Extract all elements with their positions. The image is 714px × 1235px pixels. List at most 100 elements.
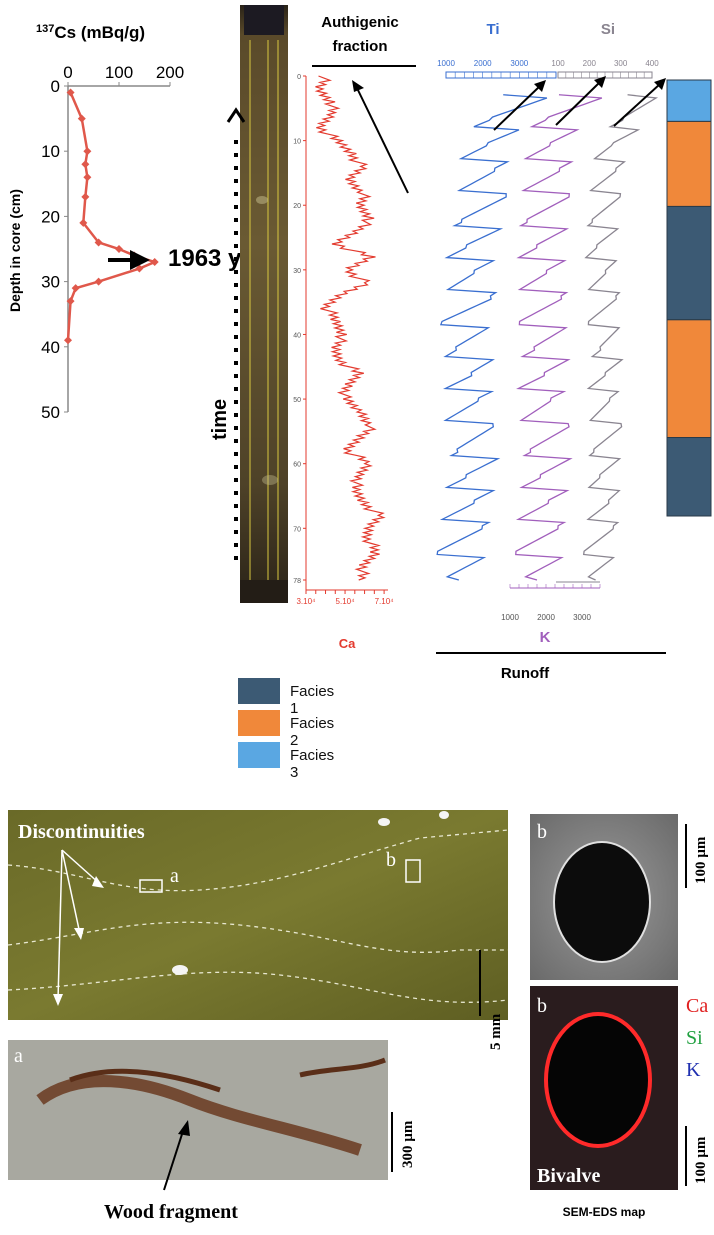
eds-k: K bbox=[686, 1059, 701, 1081]
series-line-k bbox=[515, 94, 603, 581]
facies-block bbox=[666, 437, 712, 517]
inset-box-b bbox=[405, 859, 421, 883]
discontinuities-label: Discontinuities bbox=[18, 821, 145, 843]
ca-x-tick-label: 5.10⁴ bbox=[336, 597, 356, 606]
ca-arrow-head bbox=[352, 80, 364, 92]
cs-y-tick-label: 0 bbox=[51, 77, 60, 96]
label-a: a bbox=[170, 865, 179, 887]
time-dot bbox=[234, 452, 238, 456]
cs-point bbox=[115, 245, 123, 253]
cs-point bbox=[81, 160, 90, 169]
time-dot bbox=[234, 413, 238, 417]
legend-swatch bbox=[238, 678, 280, 704]
wood-label: Wood fragment bbox=[104, 1201, 238, 1223]
tks-axes: 1000 2000 3000 100 200 300 400 1000 2000 3000 bbox=[437, 59, 659, 622]
ca-x-tick-label: 3.10⁴ bbox=[296, 597, 316, 606]
scale-b-top: 100 µm bbox=[693, 836, 709, 884]
time-dot bbox=[234, 478, 238, 482]
facies-column bbox=[666, 79, 712, 517]
thin-section-main: a b Discontinuities 5 mm bbox=[7, 810, 509, 1050]
time-dot bbox=[234, 218, 238, 222]
cs-title-main: Cs (mBq/g) bbox=[54, 23, 145, 42]
bivalve-label: Bivalve bbox=[537, 1165, 600, 1187]
cs-y-tick-label: 30 bbox=[41, 273, 60, 292]
runoff-label: Runoff bbox=[501, 665, 550, 682]
cs-point bbox=[66, 297, 75, 306]
time-dot bbox=[234, 283, 238, 287]
k-tick-label: 2000 bbox=[537, 613, 555, 622]
ca-title-line2: fraction bbox=[332, 38, 387, 55]
inset-box-a bbox=[139, 879, 163, 893]
cs-line bbox=[66, 92, 159, 341]
sem-caption: SEM-EDS map bbox=[563, 1205, 646, 1219]
scale-b-bottom: 100 µm bbox=[693, 1136, 709, 1184]
time-dot bbox=[234, 296, 238, 300]
legend-label: Facies 3 bbox=[290, 747, 335, 781]
ti-tick-label: 2000 bbox=[474, 59, 492, 68]
runoff-arrow-head-1 bbox=[534, 80, 546, 92]
time-dot bbox=[234, 465, 238, 469]
cs-axes: 0 100 200 0 10 20 30 40 50 bbox=[41, 63, 184, 422]
legend-label: Facies 2 bbox=[290, 715, 335, 749]
eds-si: Si bbox=[686, 1027, 703, 1049]
time-dot bbox=[234, 309, 238, 313]
time-dot bbox=[234, 153, 238, 157]
ca-line bbox=[314, 75, 386, 581]
cs-point bbox=[81, 192, 90, 201]
wood-arrow-head bbox=[178, 1120, 190, 1136]
time-dot bbox=[234, 192, 238, 196]
time-dot bbox=[234, 374, 238, 378]
time-dot bbox=[234, 166, 238, 170]
time-dot bbox=[234, 361, 238, 365]
cs-x-tick-label: 0 bbox=[63, 63, 72, 82]
time-dot bbox=[234, 322, 238, 326]
time-dot bbox=[234, 244, 238, 248]
time-dot bbox=[234, 257, 238, 261]
ti-title: Ti bbox=[486, 21, 499, 38]
cs-point bbox=[83, 147, 92, 156]
legend-swatch bbox=[238, 742, 280, 768]
ca-y-tick-label: 30 bbox=[293, 268, 301, 275]
discontinuity-arrows bbox=[57, 849, 101, 1001]
cs-series bbox=[64, 88, 159, 345]
runoff-arrow-head-2 bbox=[594, 76, 606, 88]
ca-y-tick-label: 40 bbox=[293, 332, 301, 339]
cs-point bbox=[66, 88, 75, 97]
ca-title-line1: Authigenic bbox=[321, 14, 399, 31]
cs-point bbox=[94, 238, 103, 247]
time-dot bbox=[234, 504, 238, 508]
facies-block bbox=[666, 205, 712, 321]
time-dot bbox=[234, 231, 238, 235]
cs-y-tick-label: 20 bbox=[41, 207, 60, 226]
facies-block bbox=[666, 120, 712, 207]
ca-arrow-icon bbox=[355, 85, 409, 194]
cs-point bbox=[64, 336, 72, 345]
cs-point bbox=[71, 284, 80, 293]
cs-title: 137Cs (mBq/g) bbox=[36, 23, 145, 42]
time-label: time bbox=[209, 399, 231, 440]
ca-xlabel: Ca bbox=[339, 636, 356, 651]
label-b-eds: b bbox=[537, 995, 547, 1017]
cs-y-tick-label: 50 bbox=[41, 403, 60, 422]
eds-map: b Bivalve Ca Si K 100 µm SEM-EDS map bbox=[530, 986, 709, 1219]
ca-y-tick-label: 0 bbox=[297, 74, 301, 81]
time-dot bbox=[234, 205, 238, 209]
time-dot bbox=[234, 179, 238, 183]
time-dot bbox=[234, 530, 238, 534]
ca-y-tick-label: 20 bbox=[293, 203, 301, 210]
series-line-si bbox=[582, 94, 659, 581]
time-dot bbox=[234, 517, 238, 521]
ca-axes: 0 10 20 30 40 50 60 70 78 3.10⁴ 5.10⁴ 7.10⁴ bbox=[293, 74, 394, 606]
ti-tick-label: 3000 bbox=[510, 59, 528, 68]
cs-panel: 137Cs (mBq/g) 0 100 200 0 10 20 30 40 50 Depth i… bbox=[7, 23, 251, 422]
time-arrow: time bbox=[209, 107, 246, 560]
cs-point bbox=[79, 218, 88, 227]
cs-point bbox=[83, 173, 92, 182]
legend-label: Facies 1 bbox=[290, 683, 335, 717]
time-dot bbox=[234, 491, 238, 495]
cs-y-tick-label: 10 bbox=[41, 142, 60, 161]
ca-y-tick-label: 78 bbox=[293, 578, 301, 585]
label-a-inset: a bbox=[14, 1045, 23, 1067]
ti-tick-label: 1000 bbox=[437, 59, 455, 68]
